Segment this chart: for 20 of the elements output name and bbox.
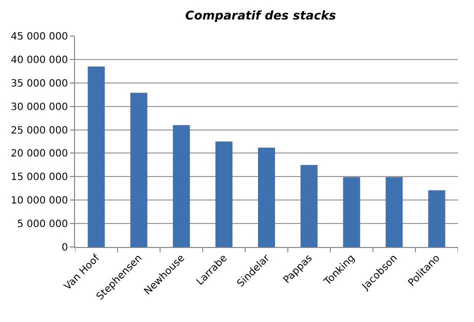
y-tick-label: 20 000 000 <box>10 148 68 160</box>
y-tick-label: 45 000 000 <box>10 32 68 42</box>
bar <box>386 177 403 247</box>
y-tick-label: 40 000 000 <box>10 54 68 66</box>
chart-title: Comparatif des stacks <box>185 8 336 23</box>
bar <box>258 148 276 247</box>
y-tick-label: 10 000 000 <box>10 196 68 207</box>
bar <box>428 190 446 247</box>
bar <box>300 164 318 247</box>
bar <box>172 125 190 247</box>
bar <box>343 177 360 247</box>
bar <box>215 142 232 247</box>
y-tick-label: 0 <box>62 242 68 254</box>
bar <box>130 92 148 247</box>
bar <box>88 66 105 247</box>
y-tick-label: 35 000 000 <box>10 78 68 90</box>
y-tick-label: 30 000 000 <box>10 102 68 113</box>
y-tick-label: 5 000 000 <box>17 219 68 230</box>
y-tick-label: 15 000 000 <box>10 172 68 184</box>
y-tick-label: 25 000 000 <box>10 125 68 136</box>
